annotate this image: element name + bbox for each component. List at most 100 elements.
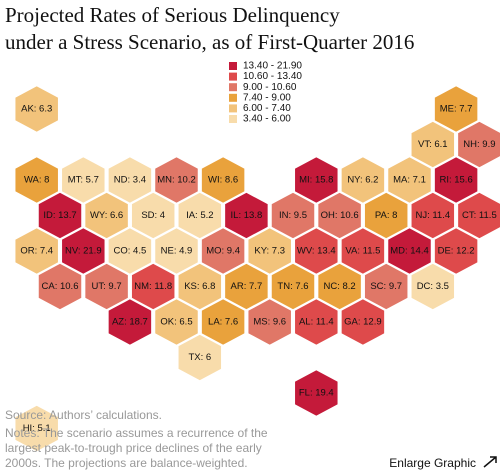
hex-tile (410, 262, 456, 311)
hex-tile (37, 191, 83, 240)
tile-label: AR: 7.7 (231, 281, 263, 292)
hex-tile (223, 191, 270, 240)
tile-label: UT: 9.7 (92, 281, 122, 292)
tile-label: WI: 8.6 (208, 175, 238, 186)
tile-label: CO: 4.5 (114, 246, 147, 257)
tile-label: HI: 5.1 (23, 423, 51, 434)
hex-tile (177, 262, 223, 311)
legend-swatch (229, 62, 237, 70)
hex-tile (433, 155, 479, 205)
hex-tile (340, 226, 386, 276)
tile-label: OR: 7.4 (20, 246, 53, 257)
hex-tile (410, 120, 456, 169)
hex-tile (433, 226, 479, 276)
hex-tile (363, 262, 409, 311)
legend-label: 13.40 - 21.90 (243, 61, 302, 72)
tile-label: DC: 3.5 (417, 281, 449, 292)
tile-label: ME: 7.7 (440, 104, 473, 115)
tile-label: AK: 6.3 (21, 104, 52, 115)
tile-label: PA: 8 (375, 210, 398, 221)
tile-label: MT: 5.7 (68, 175, 99, 186)
enlarge-link[interactable]: Enlarge Graphic (389, 456, 476, 470)
hex-tile (37, 262, 83, 311)
title: Projected Rates of Serious Delinquency u… (5, 2, 414, 56)
hex-tile (293, 155, 340, 205)
tile-label: CT: 11.5 (462, 210, 497, 221)
legend-label: 10.60 - 13.40 (243, 71, 302, 82)
hex-tile (270, 191, 316, 240)
hex-tile (340, 155, 386, 205)
legend-label: 3.40 - 6.00 (243, 114, 291, 125)
hex-tile (246, 226, 293, 276)
tile-label: IN: 9.5 (279, 210, 307, 221)
hex-tile (433, 84, 479, 134)
hex-tile (456, 120, 500, 169)
tile-label: OK: 6.5 (160, 317, 192, 328)
source: Source: Authors’ calculations. (5, 408, 162, 422)
hex-tile (200, 226, 246, 276)
hex-tile (107, 226, 153, 276)
tile-label: ND: 3.4 (114, 175, 146, 186)
tile-label: GA: 12.9 (344, 317, 382, 328)
hex-tile (270, 262, 316, 311)
notes: Notes: The scenario assumes a recurrence… (5, 426, 268, 470)
hex-tile (130, 262, 176, 311)
tile-label: CA: 10.6 (42, 281, 79, 292)
hex-tile (107, 297, 153, 347)
tile-label: WA: 8 (24, 175, 50, 186)
hex-tile (13, 84, 60, 134)
hex-tile (456, 191, 500, 240)
tile-label: DE: 12.2 (438, 246, 475, 257)
hex-tile (386, 226, 433, 276)
tile-label: VT: 6.1 (418, 139, 448, 150)
title-line: under a Stress Scenario, as of First-Qua… (5, 30, 415, 54)
tile-label: MD: 14.4 (390, 246, 429, 257)
hex-tile (177, 333, 223, 382)
hex-tile (60, 155, 107, 205)
legend-label: 6.00 - 7.40 (243, 103, 291, 114)
hex-tile (410, 191, 456, 240)
hex-tile (13, 226, 60, 276)
tile-label: WV: 13.4 (297, 246, 336, 257)
tile-label: IL: 13.8 (231, 210, 263, 221)
tile-label: RI: 15.6 (439, 175, 472, 186)
title-line: Projected Rates of Serious Delinquency (5, 3, 340, 27)
tile-label: TX: 6 (188, 352, 211, 363)
tile-label: MS: 9.6 (253, 317, 286, 328)
hex-tile (130, 191, 176, 240)
tile-label: NC: 8.2 (323, 281, 355, 292)
hex-tile (293, 297, 340, 347)
legend-swatch (229, 115, 237, 123)
hex-tile (293, 226, 340, 276)
hex-tile (386, 155, 433, 205)
hex-tile (13, 404, 60, 453)
tile-label: NV: 21.9 (65, 246, 102, 257)
tile-label: VA: 11.5 (345, 246, 380, 257)
tile-label: MO: 9.4 (206, 246, 240, 257)
tile-label: MI: 15.8 (299, 175, 333, 186)
tile-label: SD: 4 (141, 210, 165, 221)
tile-label: NJ: 11.4 (415, 210, 450, 221)
tile-label: FL: 19.4 (299, 388, 334, 399)
tile-label: TN: 7.6 (277, 281, 308, 292)
tile-label: MN: 10.2 (157, 175, 196, 186)
legend-swatch (229, 72, 237, 81)
tile-label: OH: 10.6 (321, 210, 359, 221)
tile-label: ID: 13.7 (43, 210, 76, 221)
tile-label: AZ: 18.7 (112, 317, 148, 328)
hex-tile (83, 191, 130, 240)
hex-tile (153, 297, 200, 347)
hex-tile (83, 262, 130, 311)
hex-tile (107, 155, 153, 205)
hex-tile (363, 191, 409, 240)
hex-tile (60, 226, 107, 276)
tile-label: KY: 7.3 (254, 246, 285, 257)
tile-label: MA: 7.1 (393, 175, 426, 186)
hex-tile (246, 297, 293, 347)
legend-swatch (229, 93, 237, 102)
tile-label: NY: 6.2 (347, 175, 378, 186)
hex-tile (223, 262, 270, 311)
hex-tile (340, 297, 386, 347)
